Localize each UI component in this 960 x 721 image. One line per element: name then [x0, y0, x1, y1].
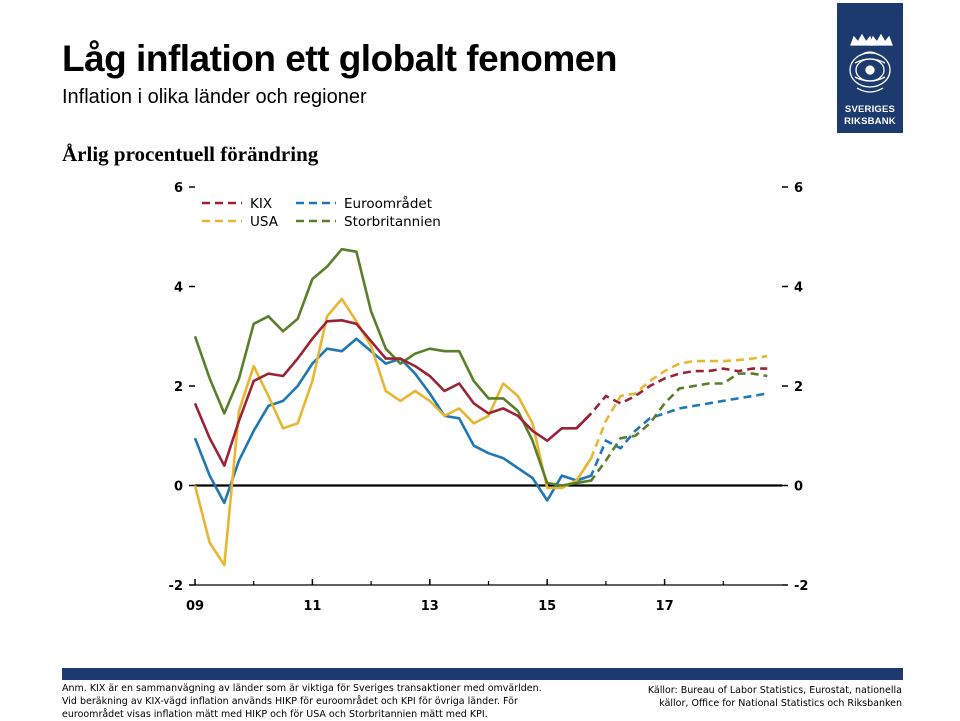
riksbank-logo: SVERIGES RIKSBANK [837, 3, 903, 133]
x-tick-label: 15 [538, 599, 556, 614]
series-line-kix [193, 319, 593, 467]
page-subtitle: Inflation i olika länder och regioner [62, 86, 367, 108]
y-tick-label-right: 2 [794, 380, 803, 395]
y-tick-label-left: -2 [169, 579, 183, 594]
x-tick-label: 09 [186, 599, 204, 614]
legend-label: KIX [250, 196, 272, 212]
x-tick-label: 17 [656, 599, 674, 614]
series-line-usa [193, 297, 593, 567]
y-axis-label: Årlig procentuell förändring [62, 142, 319, 166]
y-tick-label-right: 6 [794, 181, 803, 196]
footer-bar [62, 668, 903, 680]
series-line-euroomr-det [193, 337, 592, 505]
series-forecast-kix [575, 367, 768, 430]
series-forecast-euroomr-det [576, 392, 768, 482]
y-tick-label-left: 2 [174, 380, 183, 395]
y-tick-label-right: -2 [794, 579, 808, 594]
footnote: Anm. KIX är en sammanvägning av länder s… [62, 683, 542, 720]
legend-label: Storbritannien [344, 214, 441, 230]
series-line-storbritannien [193, 247, 592, 487]
sources: Källor: Bureau of Labor Statistics, Euro… [647, 685, 902, 709]
y-tick-label-left: 0 [174, 480, 183, 495]
series-forecast-storbritannien [576, 372, 768, 485]
y-tick-label-left: 6 [174, 181, 183, 196]
y-tick-label-left: 4 [174, 281, 183, 296]
series-forecast-usa [575, 354, 768, 482]
riksbank-emblem-icon [849, 33, 893, 93]
y-tick-label-right: 0 [794, 480, 803, 495]
legend-label: USA [250, 214, 279, 230]
x-tick-label: 13 [421, 599, 439, 614]
legend-label: Euroområdet [344, 195, 432, 212]
logo-text-line1: SVERIGES [844, 104, 896, 115]
logo-text-line2: RIKSBANK [844, 116, 896, 127]
y-tick-label-right: 4 [794, 281, 803, 296]
x-tick-label: 11 [303, 599, 321, 614]
page-title: Låg inflation ett globalt fenomen [62, 38, 617, 79]
